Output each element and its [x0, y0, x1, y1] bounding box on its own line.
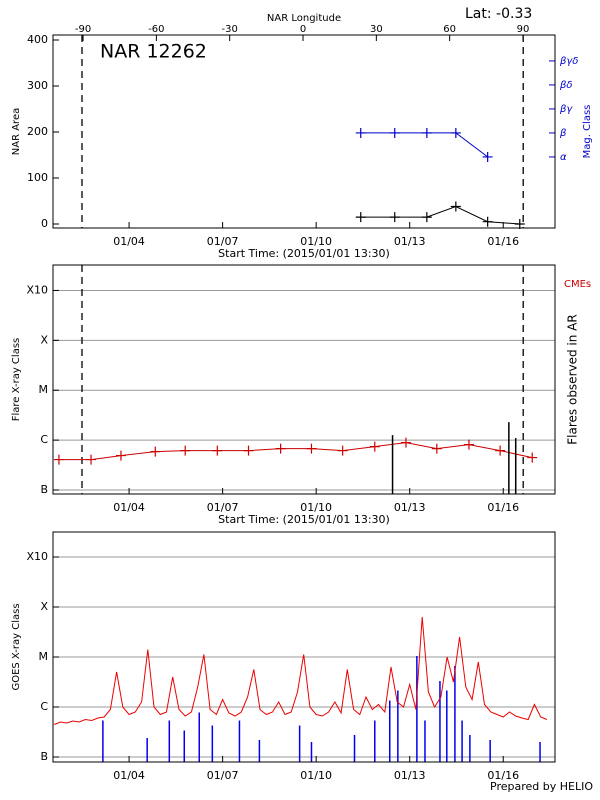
point-marker: [150, 446, 161, 457]
y-tick-label: X10: [26, 283, 48, 296]
x-tick-label: 01/07: [207, 501, 239, 514]
y2-tick-label: β: [559, 128, 567, 139]
y2-tick-label: α: [560, 152, 567, 163]
point-marker: [355, 212, 366, 223]
point-marker: [115, 450, 126, 461]
point-marker: [86, 454, 97, 465]
y-tick-label: 400: [27, 33, 48, 46]
y-tick-label: X: [40, 333, 48, 346]
point-marker: [400, 437, 411, 448]
y-tick-label: C: [40, 700, 48, 713]
point-marker: [337, 445, 348, 456]
x-tick-label: 01/13: [394, 235, 426, 248]
x-tick-label: 01/04: [113, 769, 145, 782]
y-tick-label: X10: [26, 550, 48, 563]
x2-tick-label: -60: [148, 24, 164, 35]
y-tick-label: 0: [41, 217, 48, 230]
series-line: [54, 616, 548, 725]
point-marker: [275, 443, 286, 454]
x-tick-label: 01/04: [113, 235, 145, 248]
y-tick-label: 300: [27, 79, 48, 92]
x2-tick-label: 90: [517, 24, 530, 35]
x2-tick-label: -30: [222, 24, 238, 35]
point-marker: [450, 127, 461, 138]
point-marker: [355, 127, 366, 138]
y-tick-label: B: [40, 483, 48, 496]
point-marker: [421, 127, 432, 138]
point-marker: [495, 445, 506, 456]
point-marker: [243, 445, 254, 456]
x2-tick-label: 30: [370, 24, 383, 35]
point-marker: [53, 454, 64, 465]
y2-axis-label: Flares observed in AR: [566, 314, 580, 444]
point-marker: [482, 216, 493, 227]
y-tick-label: M: [39, 383, 49, 396]
x-tick-label: 01/16: [487, 769, 519, 782]
y-axis-label: GOES X-ray Class: [11, 603, 22, 690]
y-axis-label: NAR Area: [11, 108, 22, 155]
x-axis-label: Start Time: (2015/01/01 13:30): [218, 247, 390, 260]
cme-label: CMEs: [564, 279, 591, 290]
y-tick-label: X: [40, 600, 48, 613]
point-marker: [421, 212, 432, 223]
series-line: [58, 442, 533, 461]
plot-frame: [52, 34, 556, 229]
x-tick-label: 01/13: [394, 769, 426, 782]
y2-tick-label: βδ: [559, 80, 573, 91]
x-tick-label: 01/07: [207, 769, 239, 782]
x-tick-label: 01/13: [394, 501, 426, 514]
x2-tick-label: 60: [443, 24, 456, 35]
x-axis-label: Start Time: (2015/01/01 13:30): [218, 513, 390, 526]
x-tick-label: 01/16: [487, 235, 519, 248]
plot-frame: [52, 264, 556, 495]
point-marker: [431, 443, 442, 454]
y-tick-label: M: [39, 650, 49, 663]
point-marker: [212, 445, 223, 456]
x-tick-label: 01/10: [300, 235, 332, 248]
y2-tick-label: βγδ: [559, 56, 578, 67]
x-tick-label: 01/16: [487, 501, 519, 514]
point-marker: [482, 151, 493, 162]
point-marker: [369, 441, 380, 452]
x2-axis-label: NAR Longitude: [267, 13, 341, 24]
x-tick-label: 01/04: [113, 501, 145, 514]
series-line: [360, 205, 520, 225]
x-tick-label: 01/07: [207, 235, 239, 248]
x-tick-label: 01/10: [300, 769, 332, 782]
y-tick-label: C: [40, 433, 48, 446]
footer: Prepared by HELIO: [490, 780, 593, 793]
point-marker: [180, 445, 191, 456]
x2-tick-label: -90: [75, 24, 91, 35]
x-tick-label: 01/10: [300, 501, 332, 514]
y-tick-label: B: [40, 750, 48, 763]
region-title: NAR 12262: [100, 41, 207, 63]
point-marker: [450, 201, 461, 212]
point-marker: [514, 218, 525, 229]
y-axis-label: Flare X-ray Class: [11, 338, 22, 422]
point-marker: [389, 212, 400, 223]
point-marker: [527, 452, 538, 463]
y-tick-label: 100: [27, 171, 48, 184]
latitude-label: Lat: -0.33: [465, 6, 532, 22]
point-marker: [389, 127, 400, 138]
y2-axis-label: Mag. Class: [582, 105, 593, 159]
y2-tick-label: βγ: [559, 104, 573, 115]
point-marker: [463, 439, 474, 450]
y-tick-label: 200: [27, 125, 48, 138]
point-marker: [306, 443, 317, 454]
plot-frame: [52, 531, 556, 763]
x2-tick-label: 0: [300, 24, 306, 35]
